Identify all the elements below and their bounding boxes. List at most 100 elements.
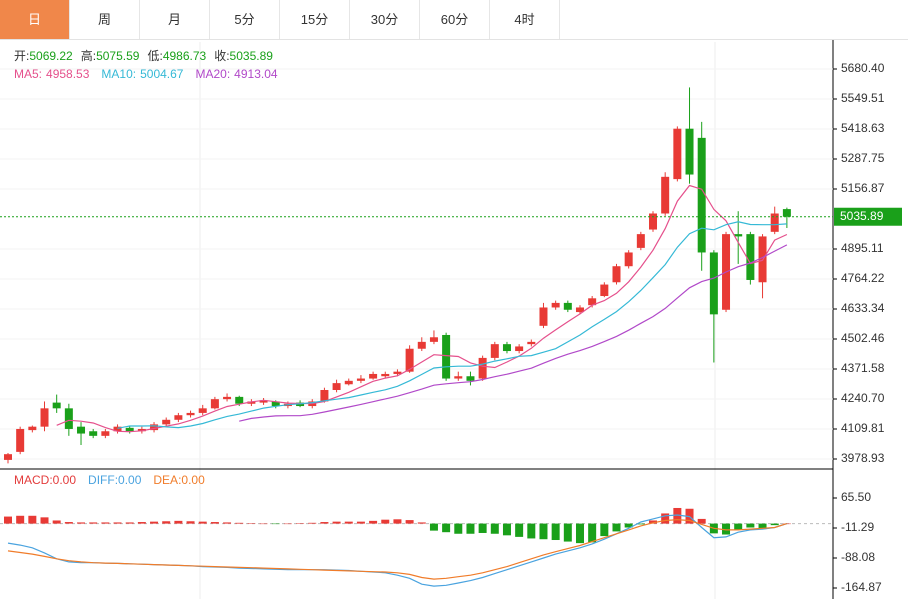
macd-bar xyxy=(259,523,268,525)
line xyxy=(239,244,788,422)
macd-bar xyxy=(198,521,207,524)
legend-value: 0.00 xyxy=(181,473,205,487)
candle-body xyxy=(405,348,414,372)
macd-bar xyxy=(612,523,621,532)
macd-bar xyxy=(210,522,219,524)
candle-body xyxy=(649,213,658,230)
candle-body xyxy=(624,252,633,267)
macd-bar xyxy=(442,523,451,533)
line xyxy=(7,514,788,587)
macd-bar xyxy=(381,519,390,524)
candle-body xyxy=(150,424,159,431)
candle-body xyxy=(162,419,171,425)
candle-body xyxy=(344,380,353,385)
line xyxy=(56,184,788,433)
macd-bar xyxy=(344,521,353,524)
candle-body xyxy=(697,137,706,253)
ma-label: MA5: xyxy=(14,67,42,81)
period-tab[interactable]: 月 xyxy=(140,0,210,39)
y-tick-label: 4895.11 xyxy=(841,241,884,255)
macd-bar xyxy=(478,523,487,533)
candle-body xyxy=(137,428,146,432)
macd-bar xyxy=(137,522,146,524)
y-tick-label: 4109.81 xyxy=(841,421,885,435)
candle-body xyxy=(770,213,779,232)
candle-body xyxy=(746,234,755,280)
y-tick-label: -11.29 xyxy=(841,520,874,534)
y-tick-label: -164.87 xyxy=(841,580,882,594)
y-tick-label: 3978.93 xyxy=(841,451,885,465)
macd-bar xyxy=(356,521,365,524)
candle-body xyxy=(515,346,524,352)
line xyxy=(117,221,787,429)
y-tick-label: 5287.75 xyxy=(841,151,885,165)
macd-bar xyxy=(575,523,584,544)
info-value: 5069.22 xyxy=(29,49,73,63)
macd-bar xyxy=(320,522,329,524)
period-tab[interactable]: 5分 xyxy=(210,0,280,39)
candle-body xyxy=(588,298,597,306)
info-label: 收: xyxy=(214,49,229,63)
y-tick-label: 4240.70 xyxy=(841,391,885,405)
candle-body xyxy=(685,128,694,175)
legend-label: DEA: xyxy=(153,473,181,487)
legend-label: MACD: xyxy=(14,473,53,487)
macd-bar xyxy=(429,523,438,531)
macd-bar xyxy=(405,520,414,524)
macd-bar xyxy=(283,523,292,525)
info-label: 开: xyxy=(14,49,29,63)
macd-bar xyxy=(332,521,341,524)
candle-body xyxy=(4,454,12,460)
candle-body xyxy=(673,128,682,180)
macd-bar xyxy=(16,515,25,524)
info-value: 4986.73 xyxy=(163,49,207,63)
macd-bar xyxy=(89,522,98,524)
candle-body xyxy=(186,412,195,416)
candle-body xyxy=(320,389,329,402)
macd-bar xyxy=(649,520,658,524)
macd-bar xyxy=(502,523,511,536)
ma-info: MA5: 4958.53 MA10: 5004.67 MA20: 4913.04 xyxy=(14,67,278,81)
period-tab[interactable]: 30分 xyxy=(350,0,420,39)
ma-value: 4913.04 xyxy=(234,67,278,81)
macd-bar xyxy=(722,523,731,535)
macd-bar xyxy=(247,523,256,524)
candle-body xyxy=(198,408,207,413)
candle-body xyxy=(271,401,280,407)
macd-bar xyxy=(113,522,122,524)
candle-body xyxy=(393,371,402,374)
macd-bar xyxy=(417,522,426,524)
legend-label: DIFF: xyxy=(88,473,118,487)
macd-bar xyxy=(308,522,317,524)
candle-body xyxy=(575,307,584,313)
y-tick-label: -88.08 xyxy=(841,550,875,564)
candle-body xyxy=(466,376,475,381)
macd-bar xyxy=(636,523,645,525)
macd-bar xyxy=(271,523,280,525)
macd-bar xyxy=(4,516,12,524)
candle-body xyxy=(563,302,572,310)
period-tab[interactable]: 15分 xyxy=(280,0,350,39)
period-tab[interactable]: 4时 xyxy=(490,0,560,39)
candle-body xyxy=(709,252,718,315)
period-tab[interactable]: 60分 xyxy=(420,0,490,39)
macd-bar xyxy=(28,515,37,524)
line xyxy=(7,519,788,580)
candle-body xyxy=(429,337,438,342)
candle-body xyxy=(223,396,232,400)
macd-bar xyxy=(490,523,499,534)
candle-body xyxy=(356,378,365,381)
candle-body xyxy=(52,402,61,409)
candle-body xyxy=(101,431,110,436)
ma-value: 5004.67 xyxy=(140,67,184,81)
y-tick-label: 65.50 xyxy=(841,490,871,504)
candle-body xyxy=(454,376,463,379)
info-value: 5075.59 xyxy=(96,49,140,63)
candle-body xyxy=(442,334,451,379)
period-tab[interactable]: 周 xyxy=(70,0,140,39)
macd-bar xyxy=(186,521,195,524)
period-tab[interactable]: 日 xyxy=(0,0,70,39)
macd-bar xyxy=(466,523,475,534)
candle-body xyxy=(600,284,609,297)
candle-body xyxy=(478,357,487,379)
